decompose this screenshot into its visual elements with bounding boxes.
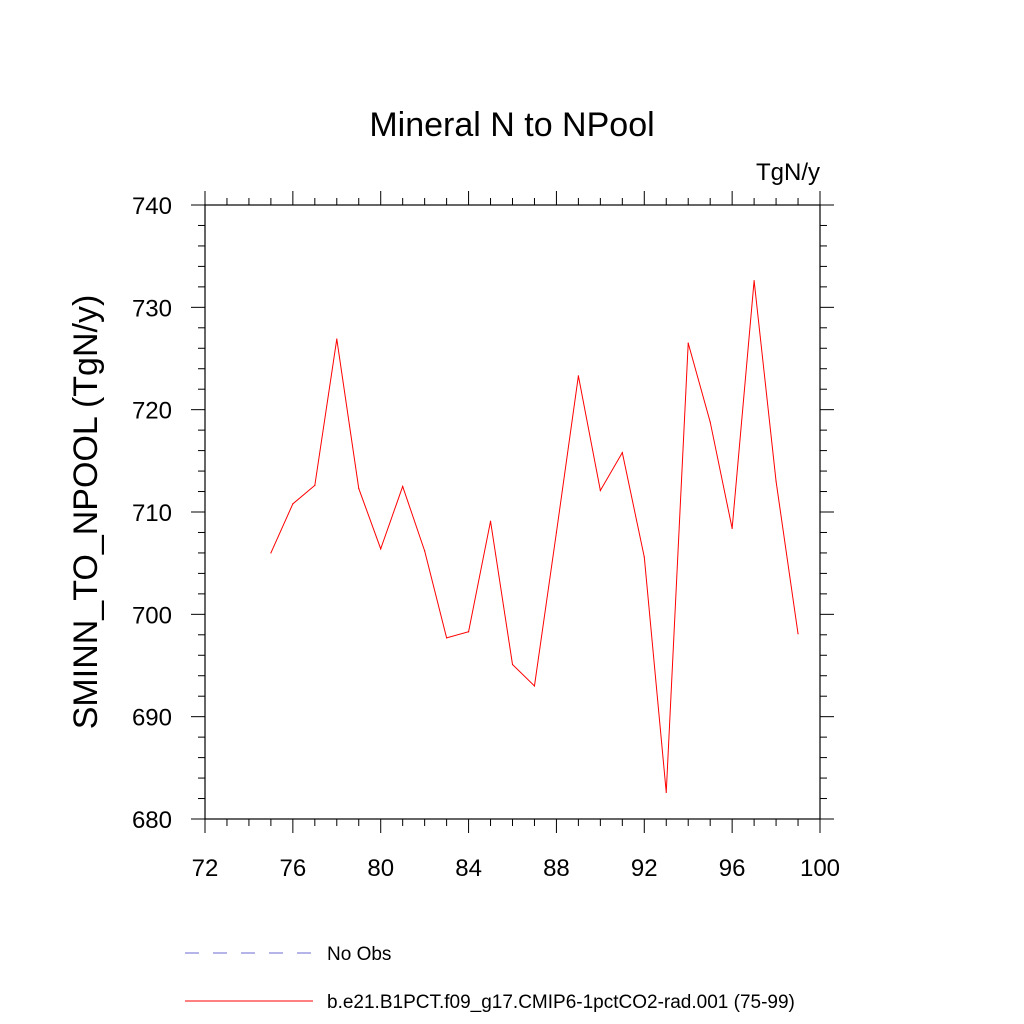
plot-frame (204, 204, 821, 820)
data-point (775, 480, 777, 482)
data-point (489, 520, 492, 522)
y-tick-label: 720 (132, 398, 172, 425)
x-tick-label: 88 (543, 855, 570, 882)
data-point (270, 552, 272, 554)
data-point (643, 556, 645, 558)
y-tick-label: 680 (132, 807, 172, 834)
data-point (467, 631, 470, 633)
data-point (599, 489, 601, 492)
y-tick-label: 690 (132, 705, 172, 732)
data-point (731, 527, 733, 529)
data-point (511, 663, 514, 666)
legend-label: No Obs (327, 944, 391, 965)
y-tick-label: 700 (132, 602, 172, 629)
y-tick-label: 730 (132, 295, 172, 322)
units-label: TgN/y (756, 159, 820, 186)
data-point (380, 548, 382, 550)
data-point (621, 452, 623, 454)
data-point (687, 342, 689, 344)
data-point (314, 484, 316, 486)
data-point (665, 791, 667, 793)
legend: No Obs b.e21.B1PCT.f09_g17.CMIP6-1pctCO2-… (185, 944, 795, 1013)
series-line (270, 280, 799, 793)
data-point (709, 421, 711, 423)
x-tick-label: 76 (280, 855, 307, 882)
data-point (446, 637, 448, 639)
x-tick-label: 100 (800, 855, 840, 882)
x-tick-label: 92 (631, 855, 658, 882)
data-point (292, 503, 294, 505)
x-tick-label: 96 (719, 855, 746, 882)
data-point (797, 633, 799, 635)
series-layer (270, 280, 799, 793)
data-point (533, 685, 536, 687)
y-axis-label: SMINN_TO_NPOOL (TgN/y) (67, 295, 105, 730)
y-tick-label: 740 (132, 193, 172, 220)
data-point (577, 375, 579, 377)
axis-ticks (191, 191, 834, 833)
x-tick-label: 80 (367, 855, 394, 882)
data-point (424, 550, 426, 552)
x-tick-label: 84 (455, 855, 482, 882)
data-point (336, 338, 338, 340)
y-tick-labels: 680 690 700 710 720 730 740 (132, 193, 172, 834)
data-point (555, 531, 558, 534)
data-point (402, 485, 404, 488)
data-point (753, 280, 755, 282)
legend-label: b.e21.B1PCT.f09_g17.CMIP6-1pctCO2-rad.00… (327, 992, 795, 1013)
chart-title: Mineral N to NPool (369, 106, 654, 144)
x-tick-labels: 72 76 80 84 88 92 96 100 (192, 855, 840, 882)
x-tick-label: 72 (192, 855, 219, 882)
data-point (358, 487, 360, 490)
y-tick-label: 710 (132, 500, 172, 527)
